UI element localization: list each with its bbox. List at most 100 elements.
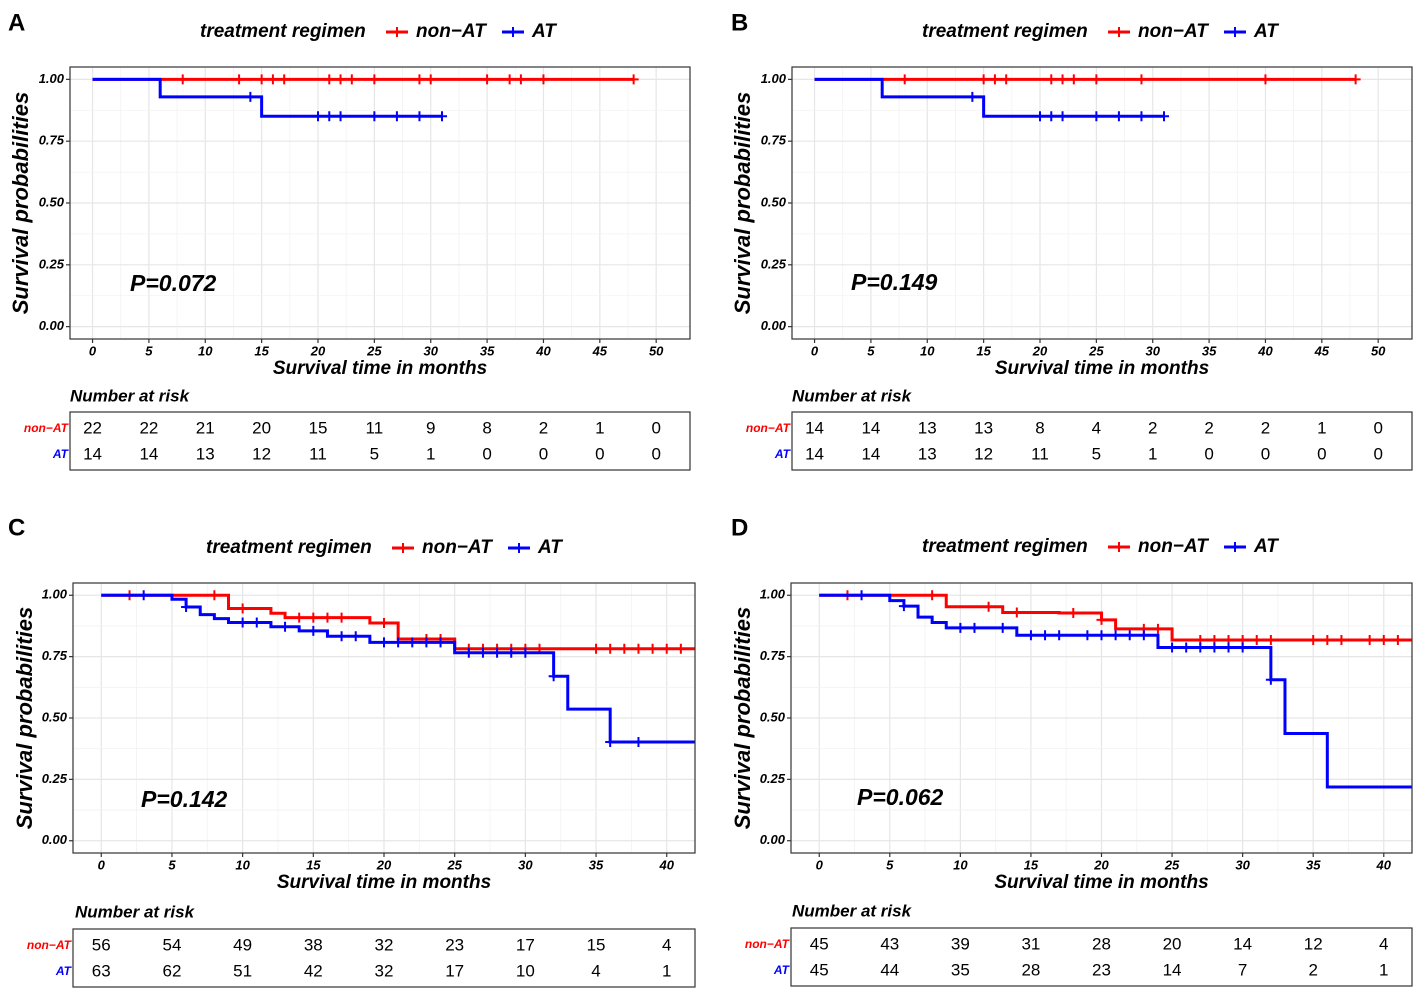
risk-cell: 23	[1092, 960, 1111, 979]
p-value-annotation: P=0.149	[851, 269, 938, 295]
x-tick-label: 50	[649, 343, 664, 358]
censor-mark-non-at	[482, 74, 493, 85]
y-tick-label: 0.00	[42, 832, 68, 847]
legend-entry: AT	[537, 537, 563, 558]
censor-mark-non-at	[1068, 607, 1079, 618]
panel-d-curves	[819, 590, 1412, 789]
y-tick-label: 0.50	[761, 194, 787, 209]
risk-cell: 11	[309, 444, 327, 463]
risk-cell: 0	[482, 444, 491, 463]
risk-cell: 1	[662, 961, 671, 980]
risk-cell: 4	[591, 961, 600, 980]
risk-cell: 5	[370, 444, 379, 463]
panel-a-legend: treatment regimen non−AT AT	[200, 21, 557, 42]
censor-mark-non-at	[1308, 634, 1319, 645]
censor-mark-non-at	[989, 74, 1000, 85]
censor-mark-at	[1265, 674, 1276, 685]
x-tick-label: 25	[446, 857, 462, 872]
censor-mark-non-at	[177, 74, 188, 85]
censor-mark-at	[407, 637, 418, 648]
risk-cell: 4	[1092, 418, 1101, 437]
x-tick-label: 40	[658, 857, 674, 872]
x-tick-label: 0	[89, 343, 97, 358]
censor-mark-non-at	[1378, 634, 1389, 645]
censor-mark-at	[1136, 111, 1147, 122]
risk-cell: 1	[1379, 960, 1388, 979]
censor-mark-non-at	[675, 643, 686, 654]
censor-mark-at	[181, 602, 192, 613]
censor-mark-non-at	[1322, 634, 1333, 645]
censor-mark-at	[1159, 111, 1169, 122]
risk-cell: 0	[1261, 444, 1270, 463]
risk-cell: 32	[375, 935, 394, 954]
risk-cell: 14	[1163, 960, 1182, 979]
censor-mark-at	[605, 737, 616, 748]
censor-mark-non-at	[1096, 614, 1107, 625]
risk-cell: 21	[196, 418, 215, 437]
censor-mark-non-at	[1136, 74, 1147, 85]
risk-cell: 15	[309, 418, 328, 437]
panel-b-risk-table: Number at risk non−AT 14 14 13 13 8 4 2 2 2 1 0 AT 14 1…	[746, 386, 1413, 471]
legend-entry: AT	[531, 21, 557, 42]
risk-cell: 0	[595, 444, 604, 463]
risk-cell: 8	[1035, 418, 1044, 437]
censor-mark-at	[1082, 630, 1093, 641]
censor-mark-non-at	[267, 74, 278, 85]
risk-table-title: Number at risk	[75, 902, 196, 921]
censor-mark-non-at	[379, 618, 389, 629]
x-tick-label: 35	[1306, 857, 1321, 872]
risk-table-border	[790, 927, 1413, 987]
x-tick-label: 0	[811, 343, 819, 358]
censor-mark-at	[1096, 630, 1107, 641]
risk-table-border	[791, 411, 1413, 471]
x-tick-label: 20	[1032, 343, 1048, 358]
censor-mark-at	[324, 111, 335, 122]
y-tick-label: 0.25	[42, 771, 68, 786]
censor-mark-non-at	[414, 74, 425, 85]
censor-mark-non-at	[1265, 634, 1276, 645]
censor-mark-non-at	[633, 643, 644, 654]
x-tick-label: 15	[254, 343, 269, 358]
risk-row-label: non−AT	[746, 421, 792, 435]
censor-mark-non-at	[978, 74, 989, 85]
risk-cell: 0	[539, 444, 548, 463]
risk-cell: 2	[539, 418, 548, 437]
legend-entry: non−AT	[1138, 21, 1209, 42]
risk-cell: 0	[1373, 444, 1382, 463]
censor-mark-at	[548, 671, 559, 682]
censor-mark-non-at	[425, 74, 436, 85]
risk-cell: 28	[1021, 960, 1040, 979]
censor-mark-non-at	[279, 74, 290, 85]
y-tick-label: 0.50	[760, 709, 786, 724]
censor-mark-non-at	[647, 643, 658, 654]
y-tick-label: 1.00	[39, 71, 65, 86]
x-tick-label: 30	[423, 343, 438, 358]
censor-mark-at	[492, 647, 503, 658]
risk-table-title: Number at risk	[792, 901, 913, 920]
censor-mark-at	[997, 622, 1008, 633]
panel-c-risk-table: Number at risk non−AT 56 54 49 38 32 23 17 15 4 AT 6…	[27, 902, 696, 988]
y-tick-label: 1.00	[42, 587, 68, 602]
censor-mark-at	[1046, 111, 1057, 122]
x-tick-label: 10	[953, 857, 968, 872]
x-tick-label: 10	[235, 857, 250, 872]
censor-mark-non-at	[515, 74, 526, 85]
panel-d-legend: treatment regimen non−AT AT	[922, 536, 1279, 557]
censor-mark-at	[477, 647, 488, 658]
x-tick-label: 5	[886, 857, 894, 872]
risk-cell: 54	[162, 935, 181, 954]
y-tick-label: 0.00	[760, 832, 786, 847]
risk-cell: 56	[92, 935, 111, 954]
censor-mark-non-at	[234, 74, 245, 85]
censor-mark-non-at	[1091, 74, 1102, 85]
risk-cell: 0	[651, 444, 660, 463]
censor-mark-non-at	[1251, 634, 1262, 645]
panel-c-legend: treatment regimen non−AT AT	[206, 537, 563, 558]
risk-cell: 13	[918, 418, 937, 437]
censor-mark-non-at	[1057, 74, 1068, 85]
legend-entry: AT	[1253, 21, 1279, 42]
y-axis-title: Survival probabilities	[730, 92, 755, 315]
